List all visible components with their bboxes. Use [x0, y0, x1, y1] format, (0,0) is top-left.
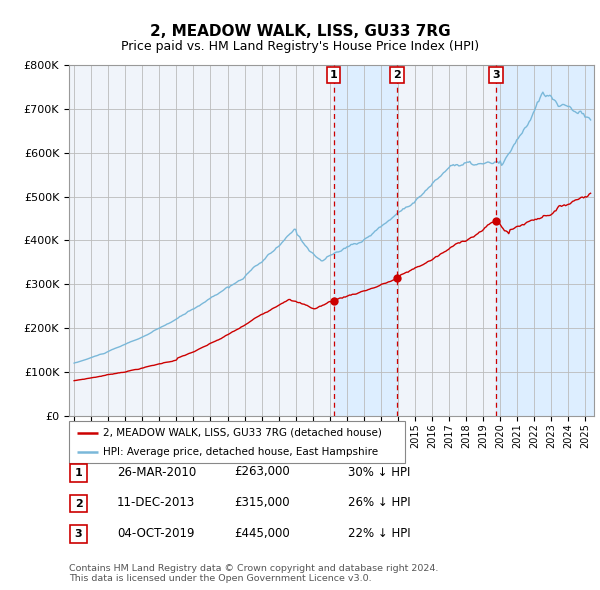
Text: HPI: Average price, detached house, East Hampshire: HPI: Average price, detached house, East… [103, 447, 378, 457]
Text: 30% ↓ HPI: 30% ↓ HPI [348, 466, 410, 478]
Text: 1: 1 [75, 468, 82, 478]
Text: 26% ↓ HPI: 26% ↓ HPI [348, 496, 410, 509]
FancyBboxPatch shape [70, 464, 87, 481]
Text: 2, MEADOW WALK, LISS, GU33 7RG: 2, MEADOW WALK, LISS, GU33 7RG [149, 24, 451, 38]
Text: 1: 1 [330, 70, 338, 80]
Text: £263,000: £263,000 [234, 466, 290, 478]
Text: Price paid vs. HM Land Registry's House Price Index (HPI): Price paid vs. HM Land Registry's House … [121, 40, 479, 53]
Text: 2: 2 [75, 499, 82, 509]
Text: 2: 2 [393, 70, 401, 80]
FancyBboxPatch shape [70, 526, 87, 543]
Text: Contains HM Land Registry data © Crown copyright and database right 2024.
This d: Contains HM Land Registry data © Crown c… [69, 563, 439, 583]
Text: 3: 3 [75, 529, 82, 539]
Text: £315,000: £315,000 [234, 496, 290, 509]
FancyBboxPatch shape [70, 495, 87, 512]
Bar [334, 65, 397, 416]
FancyBboxPatch shape [69, 421, 405, 463]
Text: 26-MAR-2010: 26-MAR-2010 [117, 466, 196, 478]
Text: 3: 3 [492, 70, 500, 80]
Text: 04-OCT-2019: 04-OCT-2019 [117, 527, 194, 540]
Text: £445,000: £445,000 [234, 527, 290, 540]
Text: 2, MEADOW WALK, LISS, GU33 7RG (detached house): 2, MEADOW WALK, LISS, GU33 7RG (detached… [103, 428, 382, 438]
Text: 11-DEC-2013: 11-DEC-2013 [117, 496, 195, 509]
Text: 22% ↓ HPI: 22% ↓ HPI [348, 527, 410, 540]
Bar [496, 65, 594, 416]
